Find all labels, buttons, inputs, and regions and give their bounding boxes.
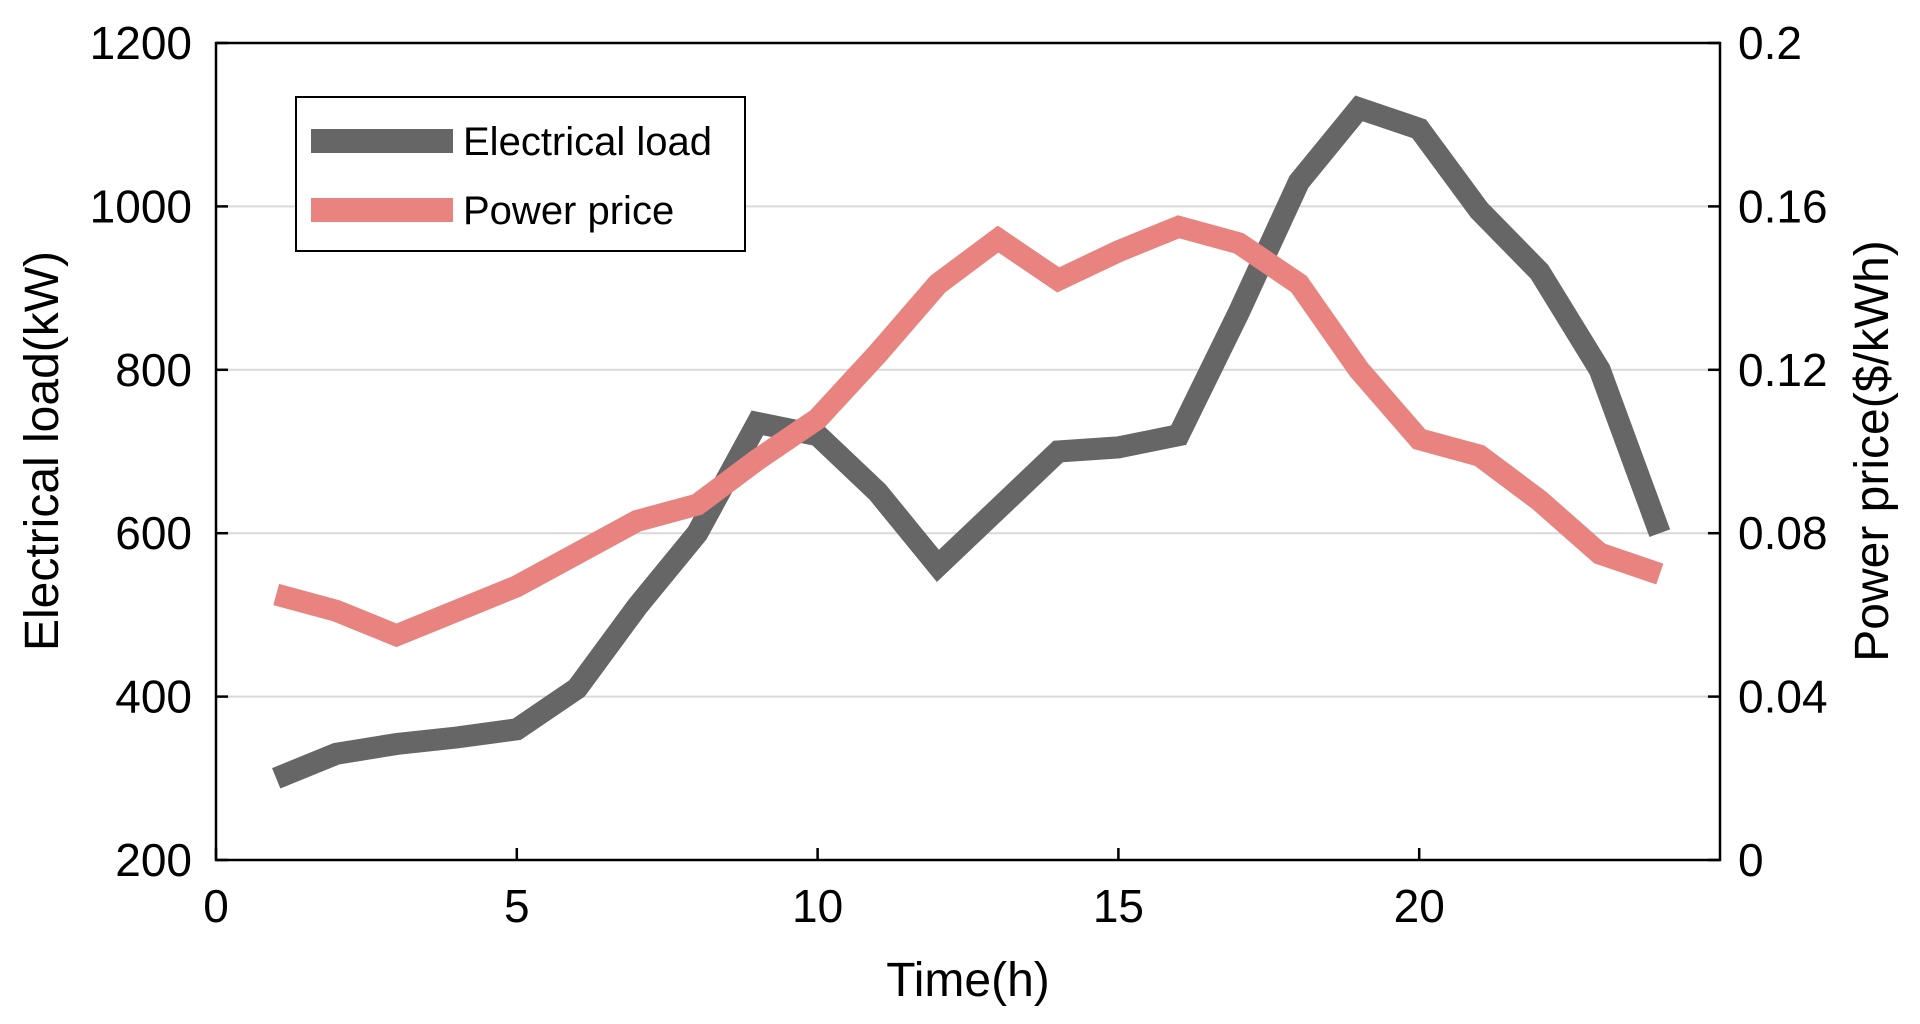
y-right-tick-label: 0	[1738, 834, 1764, 886]
y-right-tick-label: 0.2	[1738, 17, 1802, 69]
plot-area-frame	[214, 41, 1722, 862]
y-left-tick-label: 600	[115, 507, 192, 559]
y-left-tick-label: 1000	[90, 180, 192, 232]
series-lines	[272, 95, 1671, 789]
y-right-tick-label: 0.12	[1738, 344, 1828, 396]
legend-label-electrical-load: Electrical load	[463, 120, 712, 164]
y-left-tick-label: 400	[115, 671, 192, 723]
y-left-tick-label: 800	[115, 344, 192, 396]
x-tick-label: 0	[203, 880, 229, 932]
x-tick-label: 5	[504, 880, 530, 932]
y-right-tick-label: 0.16	[1738, 180, 1828, 232]
axis-ticks: 2004006008001000120000.040.080.120.160.2…	[90, 17, 1828, 932]
y-right-tick-label: 0.04	[1738, 671, 1828, 723]
x-tick-label: 15	[1093, 880, 1144, 932]
legend-box	[295, 96, 746, 252]
x-tick-label: 20	[1394, 880, 1445, 932]
x-axis-title: Time(h)	[886, 954, 1050, 1007]
x-tick-label: 10	[792, 880, 843, 932]
y-left-axis-title: Electrical load(kW)	[16, 251, 69, 651]
series-line-electrical-load	[272, 95, 1671, 789]
y-left-tick-label: 1200	[90, 17, 192, 69]
series-line-power-price	[273, 215, 1664, 648]
y-left-tick-label: 200	[115, 834, 192, 886]
y-right-axis-title: Power price($/kWh)	[1846, 240, 1899, 661]
legend: Electrical load Power price	[295, 96, 746, 252]
legend-label-power-price: Power price	[463, 189, 674, 233]
y-right-tick-label: 0.08	[1738, 507, 1828, 559]
